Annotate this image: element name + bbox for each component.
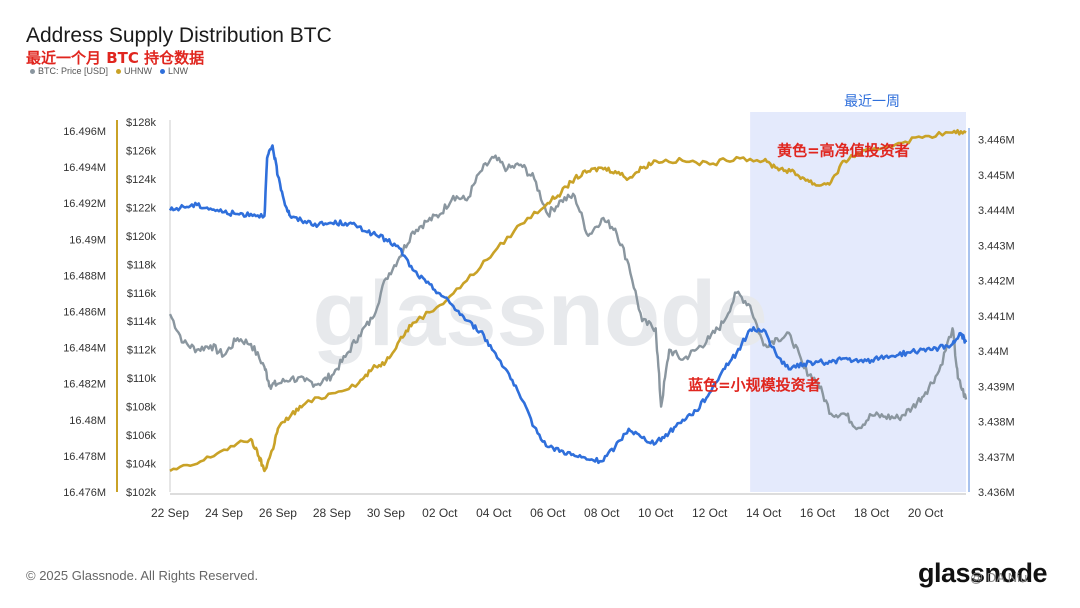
left-axis-tick: 16.48M — [69, 415, 106, 427]
right-axis-tick: 3.438M — [978, 417, 1015, 429]
right-axis-tick: 3.439M — [978, 381, 1015, 393]
right-axis-tick: 3.44M — [978, 346, 1009, 358]
price-axis-tick: $114k — [127, 316, 157, 328]
chart-title: Address Supply Distribution BTC — [26, 24, 332, 47]
legend-dot-lnw — [160, 68, 166, 74]
x-axis-tick: 10 Oct — [638, 506, 674, 520]
left-axis-tick: 16.484M — [63, 343, 106, 355]
left-axis-tick: 16.49M — [69, 234, 106, 246]
right-axis-tick: 3.445M — [978, 170, 1015, 182]
x-axis-tick: 22 Sep — [151, 506, 189, 520]
copyright-footer: © 2025 Glassnode. All Rights Reserved. — [26, 568, 259, 583]
legend-label-price: BTC: Price [USD] — [38, 66, 109, 76]
x-axis-tick: 18 Oct — [854, 506, 890, 520]
legend-item-lnw: LNW — [160, 66, 188, 76]
left-axis-tick: 16.488M — [63, 270, 106, 282]
legend-dot-uhnw — [116, 68, 122, 74]
left-axis-tick: 16.482M — [63, 379, 106, 391]
price-axis-tick: $124k — [126, 174, 156, 186]
chart-subtitle: 最近一个月 BTC 持仓数据 — [26, 49, 205, 67]
annotation-label: 蓝色=小规模投资者 — [688, 376, 821, 394]
right-axis-tick: 3.442M — [978, 276, 1015, 288]
left-axis-tick: 16.496M — [63, 126, 106, 138]
right-axis-tick: 3.441M — [978, 311, 1015, 323]
series-line-price — [168, 154, 968, 431]
x-axis-tick: 14 Oct — [746, 506, 782, 520]
price-axis-tick: $120k — [126, 231, 156, 243]
left-axis-tick: 16.486M — [63, 307, 106, 319]
x-axis-tick: 06 Oct — [530, 506, 566, 520]
price-axis-tick: $116k — [127, 288, 157, 300]
price-axis-tick: $110k — [127, 373, 157, 385]
right-axis-tick: 3.443M — [978, 240, 1015, 252]
legend-dot-price — [30, 68, 35, 74]
left-axis-tick: 16.492M — [63, 198, 106, 210]
price-axis-tick: $126k — [126, 145, 156, 157]
left-axis-tick: 16.494M — [63, 162, 106, 174]
left-axis-tick: 16.478M — [63, 451, 106, 463]
watermark-logo: glassnode — [312, 263, 767, 365]
price-axis-tick: $128k — [126, 117, 156, 129]
right-axis-tick: 3.444M — [978, 205, 1015, 217]
right-axis-tick: 3.436M — [978, 487, 1015, 499]
series-line-uhnw — [169, 129, 967, 473]
legend-item-uhnw: UHNW — [116, 66, 152, 76]
legend-label-lnw: LNW — [168, 66, 189, 76]
x-axis-tick: 30 Sep — [367, 506, 405, 520]
x-axis-tick: 02 Oct — [422, 506, 458, 520]
right-axis-tick: 3.437M — [978, 452, 1015, 464]
price-axis-tick: $108k — [126, 402, 156, 414]
legend-item-price: BTC: Price [USD] — [30, 66, 108, 76]
x-axis-tick: 24 Sep — [205, 506, 243, 520]
x-axis-tick: 26 Sep — [259, 506, 297, 520]
price-axis-tick: $122k — [126, 202, 156, 214]
x-axis-tick: 08 Oct — [584, 506, 620, 520]
price-axis-tick: $112k — [127, 345, 157, 357]
watermark-handle: @ DA Niu — [970, 570, 1028, 585]
price-axis-tick: $102k — [126, 487, 156, 499]
series-line-lnw — [168, 144, 968, 465]
price-axis-tick: $104k — [126, 459, 156, 471]
brand-logo: glassnode — [918, 558, 1048, 588]
x-axis-tick: 28 Sep — [313, 506, 351, 520]
x-axis-tick: 20 Oct — [908, 506, 944, 520]
highlight-label: 最近一周 — [844, 94, 900, 110]
x-axis-tick: 16 Oct — [800, 506, 836, 520]
price-axis-tick: $118k — [127, 259, 157, 271]
x-axis-tick: 04 Oct — [476, 506, 512, 520]
chart-legend: BTC: Price [USD] UHNW LNW — [30, 66, 188, 76]
annotation-label: 黄色=高净值投资者 — [777, 141, 910, 159]
x-axis-tick: 12 Oct — [692, 506, 728, 520]
right-axis-tick: 3.446M — [978, 135, 1015, 147]
legend-label-uhnw: UHNW — [124, 66, 153, 76]
price-axis-tick: $106k — [126, 430, 156, 442]
left-axis-tick: 16.476M — [63, 487, 106, 499]
